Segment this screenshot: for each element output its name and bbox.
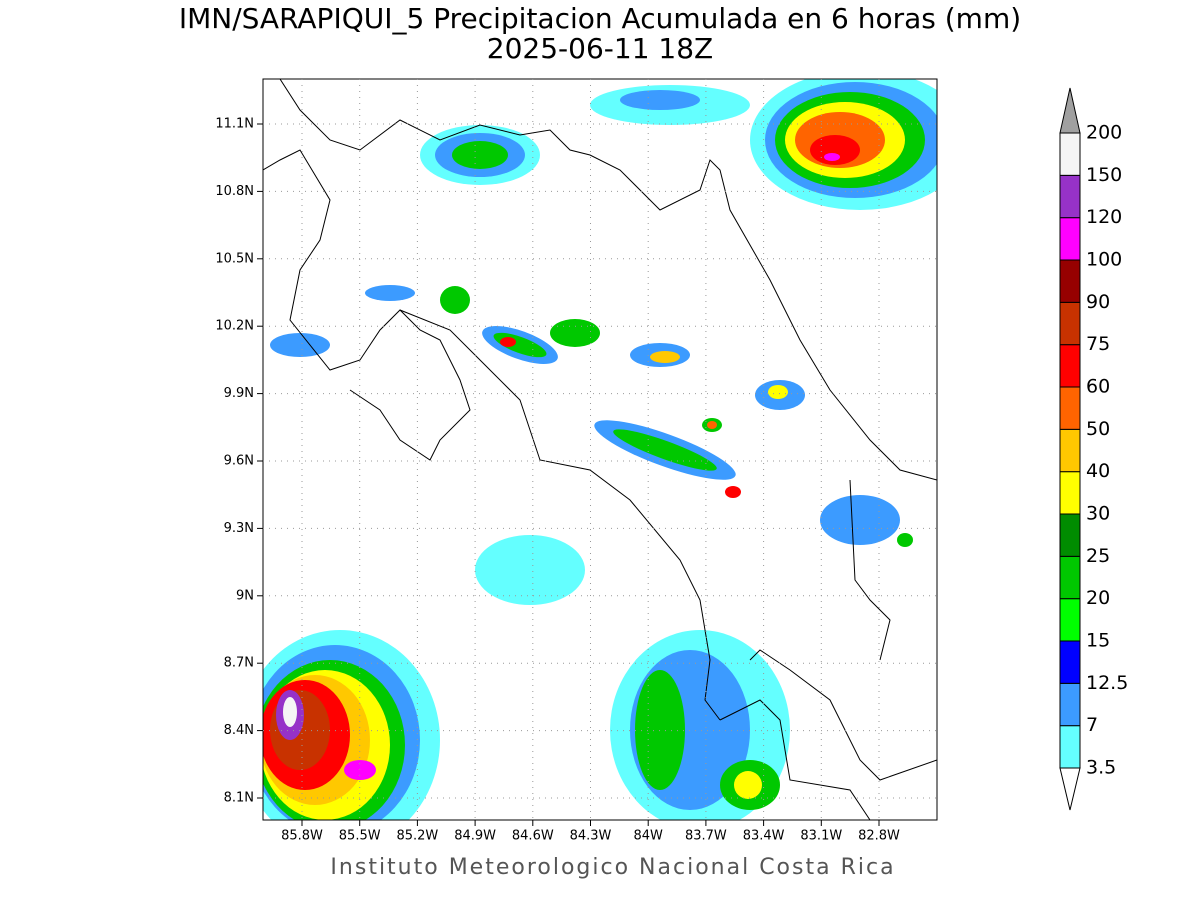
lat-label: 9N — [236, 588, 254, 603]
lat-label: 8.7N — [224, 656, 254, 671]
lon-label: 85.8W — [281, 829, 323, 844]
colorbar-segment — [1059, 386, 1081, 430]
colorbar-label: 12.5 — [1086, 672, 1128, 694]
colorbar-label: 90 — [1086, 291, 1110, 313]
colorbar-label: 15 — [1086, 630, 1110, 652]
colorbar-segment — [1059, 132, 1081, 176]
colorbar-label: 75 — [1086, 333, 1110, 355]
lat-label: 9.3N — [224, 521, 254, 536]
lon-label: 85.2W — [396, 829, 438, 844]
colorbar-label: 7 — [1086, 714, 1098, 736]
colorbar-label: 20 — [1086, 587, 1110, 609]
colorbar-segment — [1059, 555, 1081, 600]
map-frame — [262, 78, 938, 821]
lat-label: 11.1N — [215, 117, 254, 132]
map-subtitle: 2025-06-11 18Z — [487, 32, 713, 65]
colorbar-label: 50 — [1086, 418, 1110, 440]
lon-label: 83.4W — [743, 829, 785, 844]
colorbar-over — [1059, 87, 1081, 134]
colorbar-segment — [1059, 682, 1081, 727]
colorbar-segment — [1059, 259, 1081, 303]
footer: Instituto Meteorologico Nacional Costa R… — [330, 855, 895, 880]
colorbar-segment — [1059, 428, 1081, 473]
colorbar-segment — [1059, 301, 1081, 346]
colorbar-label: 120 — [1086, 206, 1122, 228]
colorbar-label: 3.5 — [1086, 757, 1116, 779]
colorbar-label: 40 — [1086, 460, 1110, 482]
coastline — [263, 79, 937, 820]
lat-label: 10.8N — [215, 184, 254, 199]
precip-field — [263, 79, 937, 820]
lon-label: 84.6W — [512, 829, 554, 844]
colorbar-label: 200 — [1086, 122, 1122, 144]
lat-label: 8.1N — [224, 791, 254, 806]
lon-label: 84.9W — [454, 829, 496, 844]
colorbar-label: 150 — [1086, 164, 1122, 186]
lon-label: 83.7W — [685, 829, 727, 844]
colorbar-label: 60 — [1086, 376, 1110, 398]
colorbar-segment — [1059, 640, 1081, 684]
lat-label: 9.9N — [224, 386, 254, 401]
colorbar-under — [1059, 767, 1081, 811]
colorbar-segment — [1059, 174, 1081, 219]
lon-label: 82.8W — [858, 829, 900, 844]
colorbar-label: 30 — [1086, 503, 1110, 525]
colorbar-segment — [1059, 725, 1081, 769]
colorbar-segment — [1059, 471, 1081, 515]
colorbar-segment — [1059, 344, 1081, 388]
colorbar-label: 25 — [1086, 545, 1110, 567]
map-title: IMN/SARAPIQUI_5 Precipitacion Acumulada … — [179, 2, 1021, 35]
lon-label: 84W — [633, 829, 663, 844]
lat-label: 9.6N — [224, 454, 254, 469]
colorbar-segment — [1059, 217, 1081, 261]
colorbar-segment — [1059, 598, 1081, 642]
lon-label: 84.3W — [570, 829, 612, 844]
lat-label: 10.5N — [215, 251, 254, 266]
lon-label: 85.5W — [339, 829, 381, 844]
colorbar-label: 100 — [1086, 249, 1122, 271]
lon-label: 83.1W — [800, 829, 842, 844]
lat-label: 10.2N — [215, 319, 254, 334]
colorbar-segment — [1059, 513, 1081, 557]
lat-label: 8.4N — [224, 723, 254, 738]
